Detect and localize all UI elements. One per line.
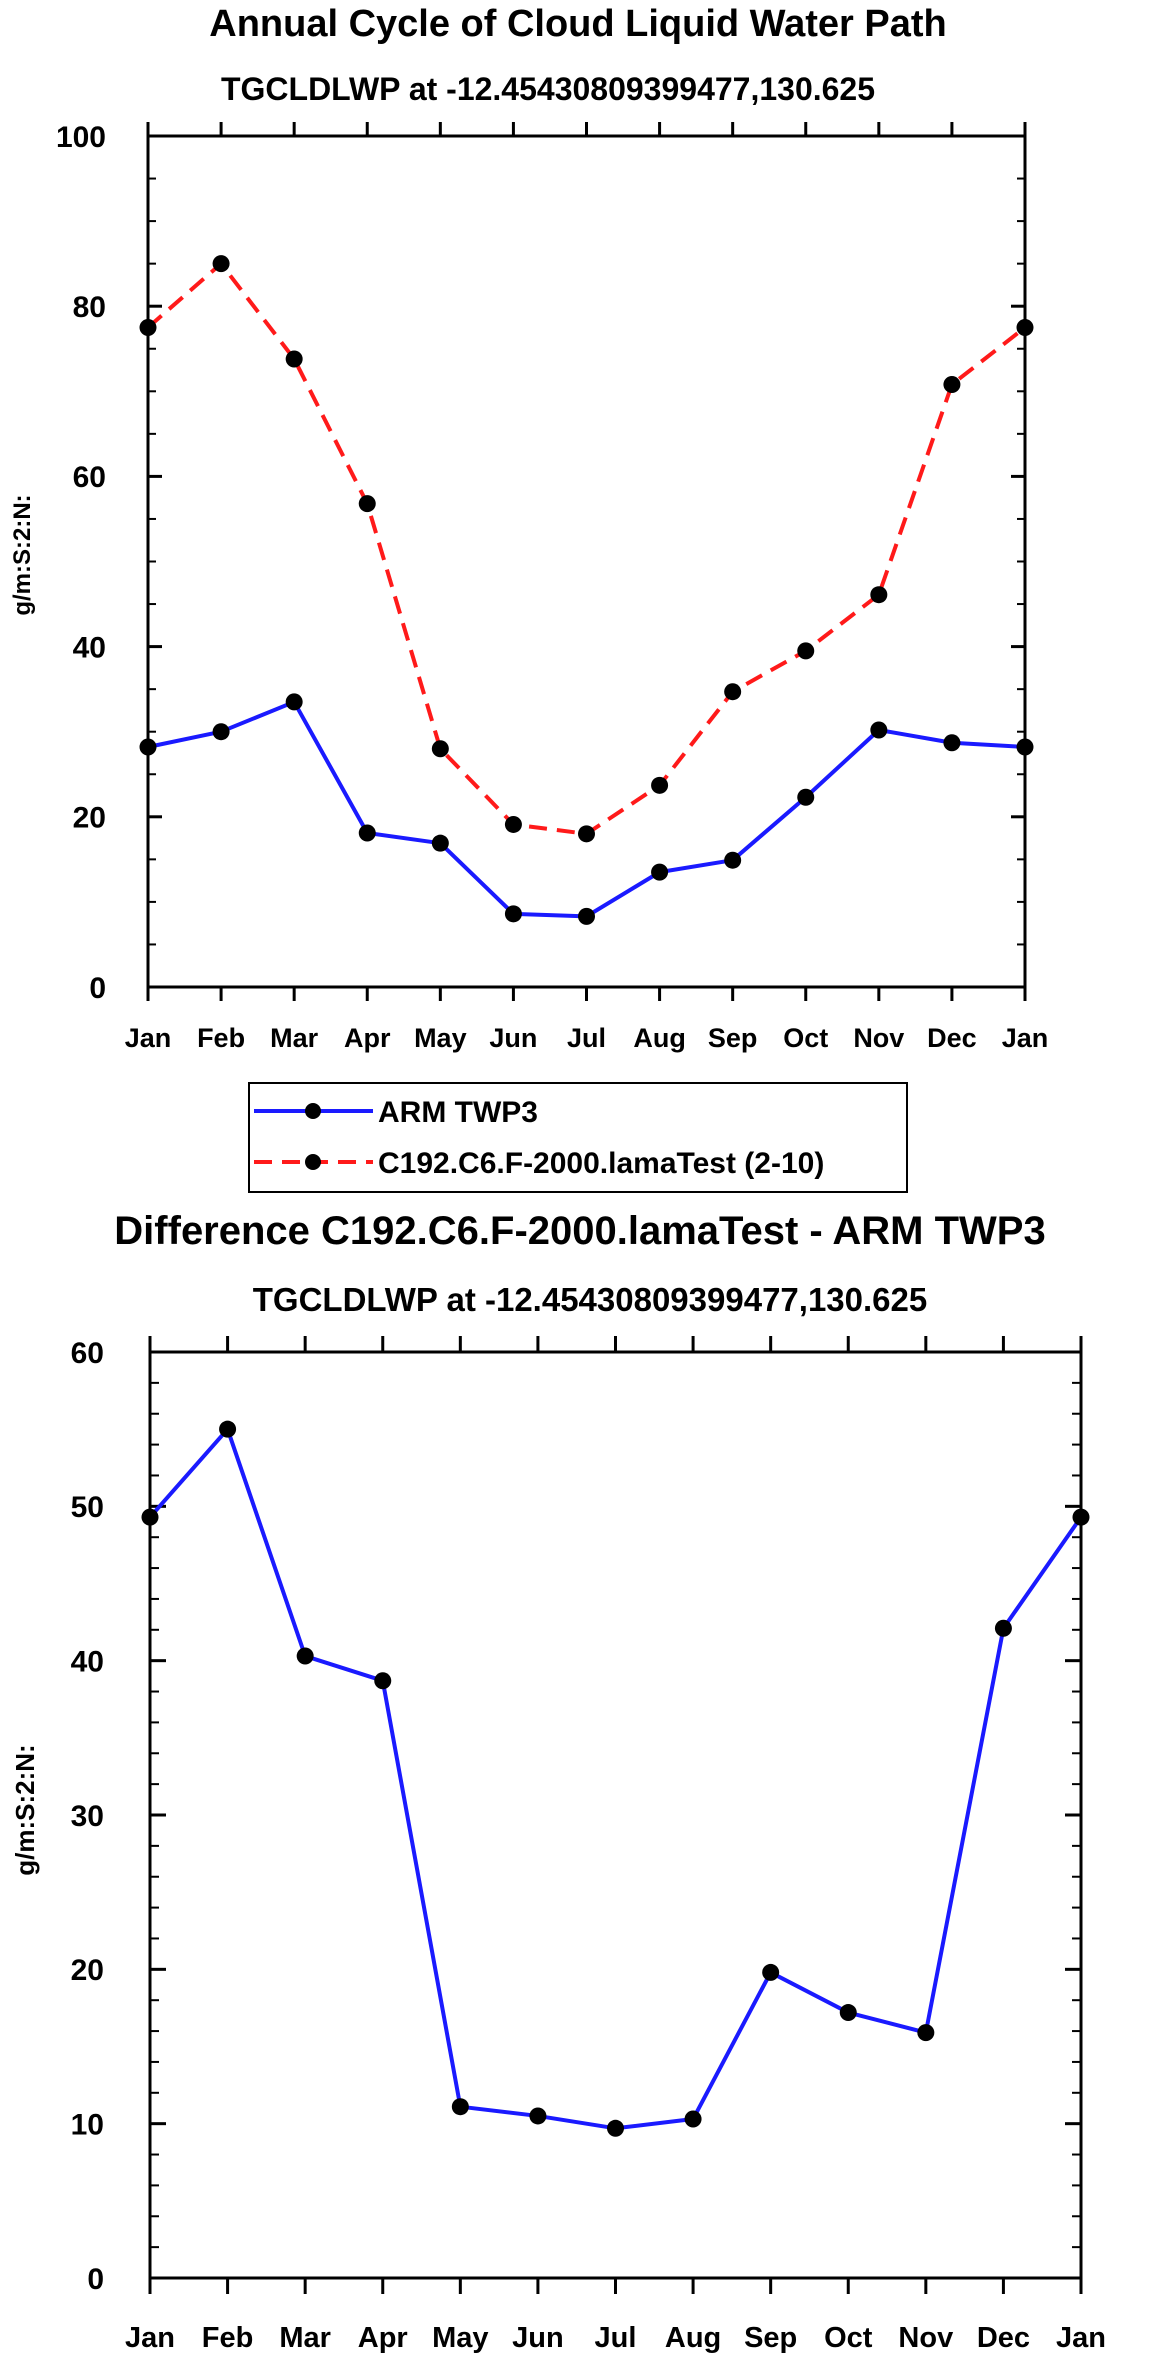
- chart2-xtick-label: Oct: [824, 2322, 873, 2354]
- chart1-title: Annual Cycle of Cloud Liquid Water Path: [209, 3, 947, 45]
- chart2-frame: [148, 1350, 1083, 2280]
- chart2-series-0-point: [994, 1619, 1012, 1637]
- chart1-xtick-label: Jan: [125, 1023, 172, 1053]
- chart2-xtick-label: Sep: [744, 2322, 797, 2354]
- chart1-xtick-label: Apr: [344, 1023, 391, 1053]
- chart1-series-1-point: [504, 815, 522, 833]
- chart2-plot: 0 10 20 30 40 50 60 Jan Feb Mar Apr May Jun Jul Aug Sep…: [71, 1336, 1106, 2354]
- chart1-series-0-point: [358, 824, 376, 842]
- chart1-series-0-point: [578, 907, 595, 925]
- chart1-ytick-label: 20: [73, 802, 106, 835]
- chart1-xtick-label: May: [414, 1023, 467, 1053]
- chart1-series-0-point: [139, 738, 157, 756]
- chart1-series-1-point: [139, 318, 157, 336]
- chart1-series-line-0: [147, 699, 1026, 919]
- chart1-xtick-label: Aug: [633, 1023, 685, 1053]
- chart2-series-0-point: [684, 2110, 702, 2128]
- chart1-xtick-label: Dec: [927, 1023, 977, 1053]
- chart2-series-line-0: [148, 1427, 1083, 2131]
- chart1-series-0-point: [797, 788, 815, 806]
- chart1-ytick-label: 60: [73, 461, 106, 494]
- legend-box: [248, 1082, 908, 1193]
- chart1-series-line-1: [146, 261, 1027, 836]
- chart1-series-1-point: [285, 350, 303, 368]
- chart1-xtick-label: Mar: [270, 1023, 319, 1053]
- chart1-series-1-point: [797, 642, 815, 660]
- chart1-xtick-label: Sep: [708, 1023, 758, 1053]
- chart2-series-0-point: [917, 2024, 935, 2042]
- chart1-subtitle: TGCLDLWP at -12.45430809399477,130.625: [221, 71, 875, 107]
- chart2-xtick-label: Jul: [595, 2322, 637, 2354]
- chart1-series-1-point: [212, 255, 230, 273]
- chart1-xtick-label: Feb: [197, 1023, 245, 1053]
- chart2-title: Difference C192.C6.F-2000.lamaTest - ARM…: [114, 1209, 1045, 1253]
- chart1-series-1-point: [870, 586, 888, 604]
- chart2-series-0-point: [607, 2119, 624, 2137]
- chart1-ytick-label: 100: [56, 121, 106, 154]
- chart2-ytick-label: 30: [71, 1800, 104, 1833]
- chart1-series-1-point: [431, 740, 449, 758]
- legend: ARM TWP3 C192.C6.F-2000.lamaTest (2-10): [248, 1082, 908, 1193]
- chart2-series-0-point: [451, 2098, 469, 2116]
- chart1-series-1-point: [651, 776, 669, 794]
- chart1-series-0-point: [724, 851, 742, 869]
- chart2-ytick-label: 20: [71, 1954, 104, 1987]
- chart2-xtick-label: May: [432, 2322, 488, 2354]
- chart1-series-0-point: [651, 863, 669, 881]
- chart2-ytick-label: 50: [71, 1491, 104, 1524]
- chart2-xtick-label: Apr: [358, 2322, 408, 2354]
- chart1-ytick-label: 80: [73, 291, 106, 324]
- legend-marker-model: [305, 1154, 321, 1170]
- chart2-ytick-label: 10: [71, 2108, 104, 2141]
- chart1-series-0-point: [870, 721, 888, 739]
- chart1-series-1-point: [724, 683, 742, 701]
- chart1-xtick-label: Jun: [489, 1023, 537, 1053]
- chart1-series-1-point: [943, 375, 961, 393]
- chart2-xtick-label: Jun: [512, 2322, 564, 2354]
- chart1-series-0-point: [504, 905, 522, 923]
- legend-marker-arm: [305, 1103, 321, 1119]
- chart1-xtick-label: Jul: [567, 1023, 606, 1053]
- chart2-series-0-point: [374, 1672, 392, 1690]
- legend-label-arm: ARM TWP3: [378, 1096, 538, 1129]
- chart1-xtick-label: Nov: [853, 1023, 904, 1053]
- chart1-series-1-point: [578, 825, 595, 843]
- chart2-ytick-label: 0: [87, 2263, 104, 2296]
- legend-label-model: C192.C6.F-2000.lamaTest (2-10): [378, 1147, 824, 1180]
- chart2-series-0-point: [296, 1647, 314, 1665]
- chart1-series-1-point: [1016, 318, 1034, 336]
- chart2-ylabel: g/m:S:2:N:: [10, 1744, 40, 1875]
- chart2-series-0-point: [762, 1963, 780, 1981]
- chart1-xtick-label: Oct: [783, 1023, 828, 1053]
- chart1-series-0-point: [285, 693, 303, 711]
- chart1-frame: [146, 134, 1027, 989]
- chart1-series-0-point: [431, 834, 449, 852]
- chart2-subtitle: TGCLDLWP at -12.45430809399477,130.625: [253, 1281, 928, 1318]
- chart1-ytick-label: 0: [89, 972, 106, 1005]
- chart2-xtick-label: Mar: [279, 2322, 331, 2354]
- chart2-series-0-point: [839, 2004, 857, 2022]
- chart1-series-0-point: [943, 734, 961, 752]
- chart1-series-0-point: [212, 723, 230, 741]
- chart2-xtick-label: Nov: [898, 2322, 953, 2354]
- chart2-xtick-label: Jan: [125, 2322, 175, 2354]
- chart2-series-0-point: [1072, 1508, 1090, 1526]
- chart2-series-0-point: [141, 1508, 159, 1526]
- chart2-xtick-label: Aug: [665, 2322, 721, 2354]
- chart1-plot: 0 20 40 60 80 100 Jan Feb Mar Apr May Jun Jul Aug Sep O…: [56, 121, 1048, 1053]
- chart1-xtick-label: Jan: [1002, 1023, 1049, 1053]
- chart2-xtick-label: Jan: [1056, 2322, 1106, 2354]
- chart1-ytick-label: 40: [73, 631, 106, 664]
- chart1-series-1-point: [358, 495, 376, 513]
- chart2-series-0-point: [529, 2107, 547, 2125]
- chart1-ylabel: g/m:S:2:N:: [9, 494, 36, 615]
- chart2-xtick-label: Dec: [977, 2322, 1030, 2354]
- chart2-xtick-label: Feb: [202, 2322, 254, 2354]
- chart2-series-0-point: [219, 1420, 237, 1438]
- chart2-ytick-label: 40: [71, 1645, 104, 1678]
- chart2-ytick-label: 60: [71, 1337, 104, 1370]
- chart1-series-0-point: [1016, 738, 1034, 756]
